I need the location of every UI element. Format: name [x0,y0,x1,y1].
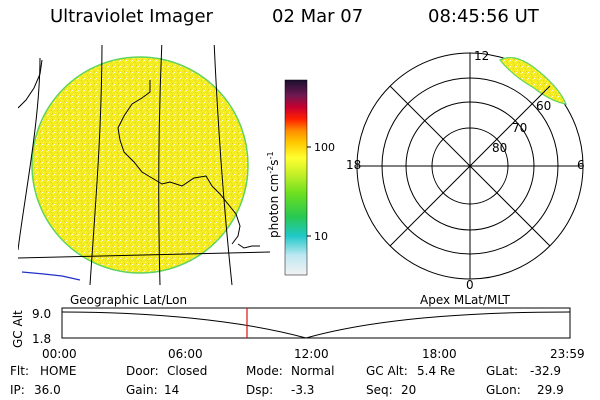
seq-value: 20 [401,383,417,397]
gcalt-value: 5.4 Re [417,364,456,378]
door-label: Door: [126,364,159,378]
polar-panel-label: Apex MLat/MLT [420,293,510,307]
alt-ylabel: GC Alt [11,310,25,348]
altitude-plot: 9.0 1.8 GC Alt 00:00 06:00 12:00 18:00 2… [11,307,585,361]
alt-xtick-0600: 06:00 [168,347,203,361]
mlt-label-18: 18 [346,158,361,172]
geo-panel-label: Geographic Lat/Lon [70,293,187,307]
gain-label: Gain: [126,383,158,397]
glat-label: GLat: [486,364,519,378]
mode-label: Mode: [246,364,283,378]
image-date: 02 Mar 07 [272,6,364,27]
ip-value: 36.0 [34,383,61,397]
door-value: Closed [167,364,208,378]
flt-value: HOME [40,364,77,378]
alt-xtick-1200: 12:00 [294,347,329,361]
glat-value: -32.9 [530,364,562,378]
colorbar-label: photon cm-2s-1 [266,151,281,238]
colorbar: 100 10 photon cm-2s-1 [266,79,335,276]
coastline-island [237,243,260,249]
colorbar-scale [284,79,308,276]
altitude-plot-frame [61,307,571,339]
mlat-label-80: 80 [492,141,507,155]
altitude-curve [61,311,571,339]
ip-label: IP: [10,383,25,397]
seq-label: Seq: [366,383,393,397]
dsp-value: -3.3 [291,383,315,397]
alt-xtick-2359: 23:59 [550,347,585,361]
alt-ytick-1-8: 1.8 [32,332,51,346]
alt-xtick-1800: 18:00 [422,347,457,361]
dsp-label: Dsp: [246,383,274,397]
instrument-title: Ultraviolet Imager [50,6,213,27]
mlt-label-12: 12 [474,49,489,63]
mlat-label-70: 70 [512,121,527,135]
mlt-label-6: 6 [577,158,585,172]
colorbar-tick-10: 10 [314,230,328,243]
flt-label: Flt: [10,364,29,378]
polar-panel: 12 0 18 6 60 70 80 [346,49,585,292]
colorbar-tick-100: 100 [314,141,335,154]
gcalt-label: GC Alt: [366,364,408,378]
glon-label: GLon: [486,383,521,397]
alt-xtick-0000: 00:00 [42,347,77,361]
gain-value: 14 [164,383,180,397]
blue-coastline [21,271,81,281]
upper-left-coast [18,59,43,109]
glon-value: 29.9 [537,383,564,397]
geographic-image-panel [18,45,270,285]
mlt-label-0: 0 [466,278,474,292]
image-time: 08:45:56 UT [428,6,539,27]
coastline [117,80,241,245]
earth-disk-image [31,56,249,274]
mode-value: Normal [291,364,335,378]
alt-ytick-9: 9.0 [32,307,51,321]
auroral-image-fragment [499,56,567,105]
latitude-line [18,251,270,259]
mlat-label-60: 60 [536,99,551,113]
